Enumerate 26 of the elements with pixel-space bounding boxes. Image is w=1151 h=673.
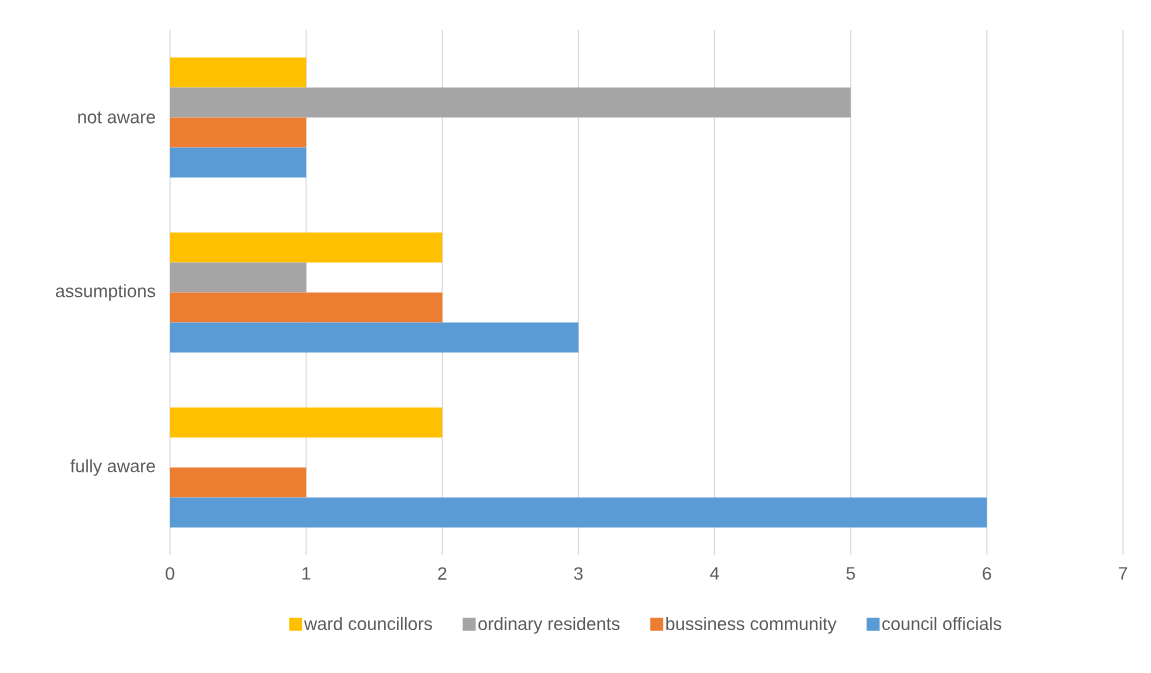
legend-label: council officials — [882, 616, 1002, 631]
legend-label: bussiness community — [666, 616, 837, 634]
bar — [170, 87, 851, 118]
x-tick-label: 1 — [302, 567, 311, 580]
y-tick-label: assumptions — [55, 284, 156, 301]
legend-label: ward councillors — [304, 616, 433, 631]
y-tick-label: fully aware — [70, 459, 155, 476]
x-tick-label: 7 — [1118, 567, 1128, 580]
bar — [170, 262, 307, 293]
x-tick-label: 4 — [710, 567, 720, 580]
x-tick-label: 2 — [438, 567, 447, 580]
x-tick-label: 0 — [165, 567, 175, 580]
bar — [170, 117, 307, 148]
x-tick-label: 3 — [574, 567, 583, 580]
bar — [170, 497, 987, 528]
legend-label: ordinary residents — [478, 616, 620, 634]
y-tick-label: not aware — [78, 111, 155, 124]
bar — [170, 322, 579, 353]
x-tick-label: 6 — [982, 567, 992, 580]
bar — [170, 407, 443, 438]
x-tick-label: 5 — [846, 567, 855, 580]
bar — [170, 232, 443, 263]
bar — [170, 57, 307, 88]
bar — [170, 147, 307, 178]
bar — [170, 467, 307, 498]
bar — [170, 292, 443, 323]
